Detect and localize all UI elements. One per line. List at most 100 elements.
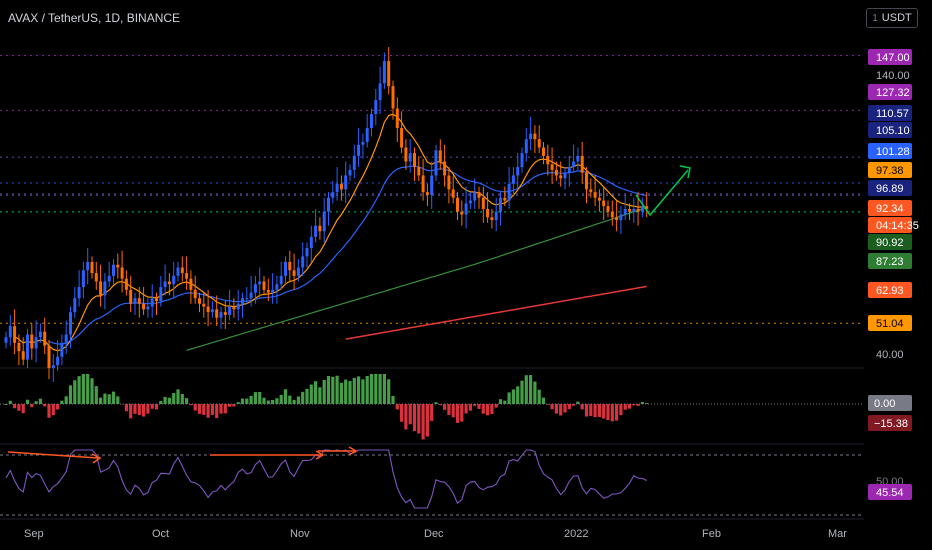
oscillator-bar (421, 404, 425, 440)
price-axis-label-text: 92.34 (876, 203, 904, 215)
candle-body (90, 261, 94, 274)
oscillator-bar (146, 404, 150, 414)
candle-body (94, 273, 98, 282)
candle-body (567, 167, 571, 173)
candle-body (292, 270, 296, 276)
oscillator-bar (38, 398, 42, 404)
oscillator-bar (296, 396, 300, 404)
oscillator-bar (382, 374, 386, 404)
oscillator-bar (167, 397, 171, 404)
price-axis-label-bg (868, 49, 912, 65)
divergence-arrow-head (348, 446, 358, 456)
candle-body (610, 211, 614, 218)
price-axis-label-bg (868, 253, 912, 269)
price-axis-label-bg (868, 162, 912, 178)
oscillator-bar (94, 386, 98, 404)
price-axis-label-bg (868, 84, 912, 100)
candle-body (486, 208, 490, 218)
candle-body (451, 189, 455, 198)
candle-body (253, 284, 257, 293)
oscillator-bar (215, 404, 219, 419)
candle-body (357, 144, 361, 156)
candle-body (524, 139, 528, 154)
price-axis-label-bg (868, 200, 912, 216)
oscillator-bar (17, 404, 21, 411)
candle-body (382, 61, 386, 84)
candle-body (236, 303, 240, 310)
oscillator-bar (318, 387, 322, 404)
candle-body (563, 172, 567, 179)
oscillator-bar (163, 396, 167, 404)
price-axis-label-bg (868, 315, 912, 331)
candle-body (112, 264, 115, 276)
candle-body (645, 206, 649, 209)
oscillator-bar (481, 404, 485, 414)
oscillator-label-bg (868, 415, 912, 431)
candle-body (150, 298, 154, 307)
oscillator-bar (559, 404, 563, 416)
candle-body (301, 256, 305, 268)
oscillator-bar (193, 404, 197, 411)
candle-body (120, 267, 124, 279)
candle-body (159, 287, 163, 301)
candle-body (572, 161, 576, 168)
oscillator-bar (185, 398, 189, 404)
oscillator-bar (455, 404, 460, 423)
candle-body (266, 289, 270, 293)
candle-body (163, 281, 167, 288)
candle-body (503, 197, 507, 201)
candle-body (417, 167, 421, 176)
candle-body (404, 147, 408, 162)
candle-body (69, 312, 72, 335)
oscillator-bar (13, 404, 17, 409)
candle-body (507, 183, 511, 201)
candle-body (318, 225, 322, 232)
time-axis-label: 2022 (564, 528, 589, 540)
candle-body (296, 267, 300, 276)
candle-body (554, 169, 558, 176)
candle-body (443, 161, 447, 176)
currency-button[interactable]: 1 USDT (866, 8, 918, 28)
oscillator-bar (210, 404, 214, 416)
oscillator-bar (228, 404, 232, 407)
oscillator-bar (580, 404, 584, 410)
oscillator-bar (51, 404, 55, 416)
oscillator-bar (245, 398, 249, 404)
candle-body (408, 153, 412, 162)
candle-body (107, 275, 111, 282)
candle-body (559, 175, 563, 179)
price-axis-label-text: 127.32 (876, 87, 910, 99)
price-tick-label: 140.00 (876, 70, 910, 82)
candle-body (322, 211, 326, 232)
oscillator-bar (326, 376, 331, 404)
oscillator-bar (322, 379, 326, 404)
candle-body (529, 133, 533, 140)
oscillator-bar (451, 404, 455, 418)
oscillator-bar (404, 404, 408, 430)
oscillator-bar (25, 399, 30, 404)
oscillator-axis-label: 0.00 (868, 395, 912, 411)
oscillator-bar (30, 404, 34, 408)
oscillator-bar (425, 404, 429, 437)
oscillator-bar (554, 404, 558, 414)
candle-body (185, 273, 189, 279)
candle-body (279, 275, 283, 285)
oscillator-bar (232, 404, 236, 407)
rsi-axis-label: 45.54 (868, 484, 912, 500)
candle-body (335, 183, 339, 193)
oscillator-bar (640, 402, 644, 404)
ema-200-line (345, 285, 647, 340)
candle-body (284, 261, 287, 276)
projection-arrow-head (679, 165, 691, 179)
candle-body (223, 312, 227, 315)
oscillator-bar (589, 404, 593, 416)
candle-body (576, 155, 580, 162)
oscillator-bar (258, 392, 262, 404)
divergence-arrow-head (315, 450, 325, 460)
oscillator-bar (189, 404, 193, 406)
candle-body (550, 164, 554, 170)
candle-body (425, 192, 429, 195)
candle-body (546, 155, 550, 165)
oscillator-bar (438, 404, 442, 406)
